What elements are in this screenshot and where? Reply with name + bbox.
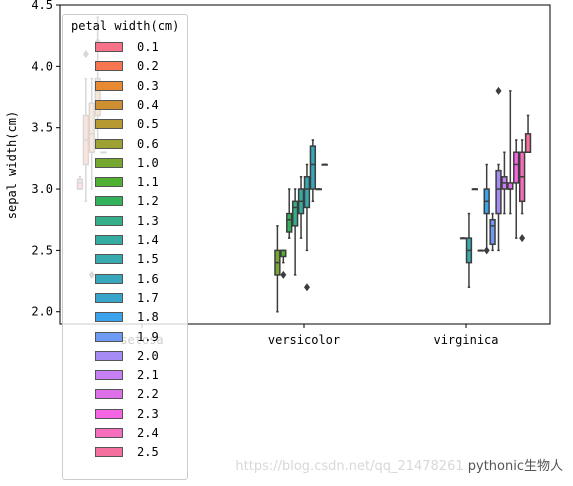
watermark-url: https://blog.csdn.net/qq_21478261 — [235, 459, 464, 474]
box-virginica-1_6 — [471, 188, 479, 191]
y-ticks: 2.0 2.5 3.0 3.5 4.0 4.5 — [31, 0, 60, 319]
box-versicolor-1_0 — [274, 225, 281, 313]
box-virginica-2_2 — [507, 90, 514, 215]
legend-swatch — [95, 235, 123, 245]
legend-label: 1.5 — [137, 252, 159, 267]
box-virginica-2_0 — [495, 86, 502, 252]
box-versicolor-1_2 — [286, 188, 293, 239]
box-virginica-1_5 — [465, 212, 473, 288]
legend-label: 2.3 — [137, 406, 159, 421]
flier-point — [483, 246, 490, 255]
legend-label: 1.7 — [137, 290, 159, 305]
box-virginica-1_9 — [489, 212, 496, 252]
legend-swatch — [95, 312, 123, 323]
box-body — [286, 212, 293, 233]
legend-label: 0.6 — [137, 136, 159, 151]
legend-label: 0.4 — [137, 97, 159, 112]
legend-swatch — [95, 119, 123, 130]
legend-swatch — [95, 61, 123, 72]
legend-label: 0.2 — [137, 59, 159, 74]
box-versicolor-1_6 — [309, 139, 317, 203]
legend-swatch — [95, 254, 123, 265]
legend-swatch — [95, 408, 123, 419]
legend: petal width(cm) 0.1 0.2 0.3 0.4 0.5 0.6 1.0 1.1… — [62, 14, 188, 480]
legend-label: 1.3 — [137, 213, 159, 228]
legend-label: 2.4 — [137, 426, 159, 440]
box-versicolor-1_8 — [321, 163, 328, 166]
legend-label: 0.5 — [137, 117, 159, 132]
box-body — [507, 182, 514, 190]
box-versicolor-1_5 — [303, 163, 311, 292]
legend-label: 2.2 — [137, 387, 159, 402]
legend-label: 1.6 — [137, 271, 159, 286]
box-body — [513, 151, 520, 184]
box-body — [309, 145, 317, 190]
legend-label: 2.0 — [137, 348, 159, 363]
legend-title: petal width(cm) — [71, 19, 180, 33]
legend-swatch — [95, 292, 123, 303]
flier-point — [280, 270, 287, 279]
legend-swatch — [95, 157, 123, 168]
box-virginica-2_1 — [501, 151, 508, 215]
box-versicolor-1_3 — [291, 188, 299, 276]
box-versicolor-1_1 — [280, 249, 287, 279]
watermark-brand: pythonic生物人 — [467, 459, 563, 474]
legend-label: 0.1 — [137, 40, 159, 54]
legend-swatch — [95, 138, 123, 149]
box-body — [495, 169, 502, 215]
box-body — [489, 218, 496, 245]
flier-point — [495, 86, 502, 95]
box-body — [291, 200, 299, 227]
y-tick-label: 3.0 — [31, 182, 53, 196]
box-versicolor-1_4 — [297, 176, 305, 239]
legend-swatch — [95, 215, 123, 226]
legend-swatch — [95, 42, 123, 52]
box-body — [280, 249, 287, 258]
legend-swatch — [95, 428, 123, 438]
legend-swatch — [95, 370, 123, 381]
legend-swatch — [95, 273, 123, 284]
legend-label: 1.9 — [137, 329, 159, 344]
box-virginica-1_7 — [477, 249, 484, 252]
box-virginica-2_4 — [518, 139, 526, 243]
legend-swatch — [95, 177, 123, 188]
flier-point — [519, 234, 526, 243]
box-virginica-2_3 — [513, 139, 520, 239]
x-tick-label: virginica — [433, 333, 498, 347]
legend-label: 0.3 — [137, 78, 159, 93]
box-body — [524, 133, 532, 153]
x-tick-label: versicolor — [268, 333, 340, 347]
legend-swatch — [95, 389, 123, 400]
flier-point — [303, 283, 310, 292]
legend-swatch — [95, 80, 123, 91]
y-tick-label: 2.5 — [31, 243, 53, 257]
legend-label: 2.5 — [137, 445, 159, 460]
legend-swatch — [95, 331, 123, 342]
legend-label: 1.8 — [137, 310, 159, 325]
box-body — [303, 176, 311, 209]
legend-label: 2.1 — [137, 368, 159, 383]
legend-label: 1.0 — [137, 155, 159, 170]
y-tick-label: 3.5 — [31, 121, 53, 135]
y-axis-label: sepal width(cm) — [5, 111, 19, 219]
box-virginica-1_8 — [483, 163, 490, 255]
legend-label: 1.1 — [137, 175, 159, 190]
legend-label: 1.2 — [137, 194, 159, 209]
watermark: https://blog.csdn.net/qq_21478261 python… — [235, 455, 563, 474]
plot-frame — [59, 4, 551, 325]
legend-label: 1.4 — [137, 233, 159, 247]
legend-swatch — [95, 99, 123, 110]
box-versicolor-1_7 — [315, 188, 322, 191]
legend-swatch — [95, 196, 123, 207]
y-tick-label: 2.0 — [31, 305, 53, 319]
legend-swatch — [95, 350, 123, 361]
y-tick-label: 4.0 — [31, 59, 53, 73]
legend-swatch — [95, 447, 123, 458]
box-virginica-1_4 — [459, 237, 467, 240]
y-tick-label: 4.5 — [31, 0, 53, 12]
box-virginica-2_5 — [524, 114, 532, 153]
